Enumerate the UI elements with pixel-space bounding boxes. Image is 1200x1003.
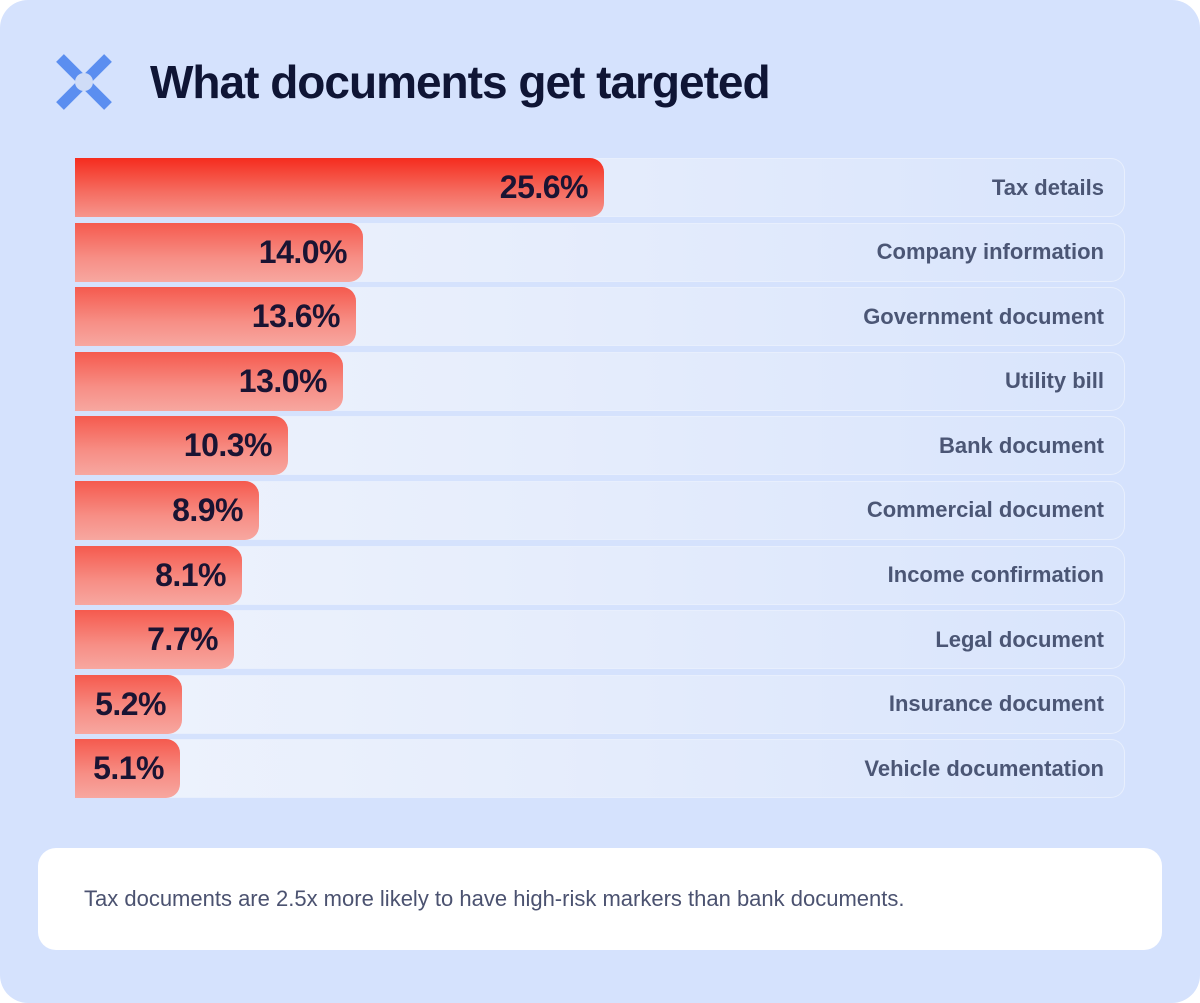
page-title: What documents get targeted [150,56,771,108]
chart-row: 10.3% Bank document [75,416,1125,476]
bar-value: 5.2% [95,685,166,722]
chart-row: 25.6% Tax details [75,158,1125,217]
bar: 10.3% [75,416,288,476]
chart-row: 5.1% Vehicle documentation [75,739,1125,799]
chart-row: 8.9% Commercial document [75,480,1125,540]
category-label: Utility bill [1005,368,1104,394]
bar-value: 8.9% [172,491,243,528]
insight-text: Tax documents are 2.5x more likely to ha… [84,886,905,911]
bar-value: 13.0% [238,362,328,399]
category-label: Legal document [935,626,1104,652]
category-label: Tax details [991,174,1104,200]
chart-row: 8.1% Income confirmation [75,545,1125,605]
chart-row: 5.2% Insurance document [75,674,1125,734]
bar-value: 13.6% [251,298,341,335]
category-label: Income confirmation [887,562,1104,588]
bar-value: 8.1% [155,556,226,593]
bar: 8.1% [75,545,242,605]
chart-row: 13.6% Government document [75,287,1125,347]
bar: 5.1% [75,739,180,799]
bar-value: 10.3% [183,427,273,464]
header: What documents get targeted [52,50,771,114]
category-label: Commercial document [866,497,1104,523]
bar: 13.0% [75,351,343,411]
insight-note: Tax documents are 2.5x more likely to ha… [38,848,1162,950]
bar: 5.2% [75,674,182,734]
bar-value: 5.1% [93,750,164,787]
bar: 7.7% [75,610,234,670]
bar: 25.6% [75,158,604,217]
category-label: Vehicle documentation [864,755,1104,781]
category-label: Government document [863,303,1104,329]
category-label: Insurance document [888,691,1104,717]
bar-value: 14.0% [258,233,348,270]
x-cross-logo-icon [52,50,116,114]
category-label: Bank document [938,432,1104,458]
bar: 14.0% [75,222,363,282]
chart-row: 13.0% Utility bill [75,351,1125,411]
category-label: Company information [876,239,1104,265]
bar-value: 7.7% [147,621,218,658]
bar-chart: 25.6% Tax details 14.0% Company information… [75,158,1125,804]
bar-value: 25.6% [499,169,589,205]
bar: 8.9% [75,480,259,540]
chart-row: 14.0% Company information [75,222,1125,282]
bar: 13.6% [75,287,356,347]
chart-row: 7.7% Legal document [75,610,1125,670]
